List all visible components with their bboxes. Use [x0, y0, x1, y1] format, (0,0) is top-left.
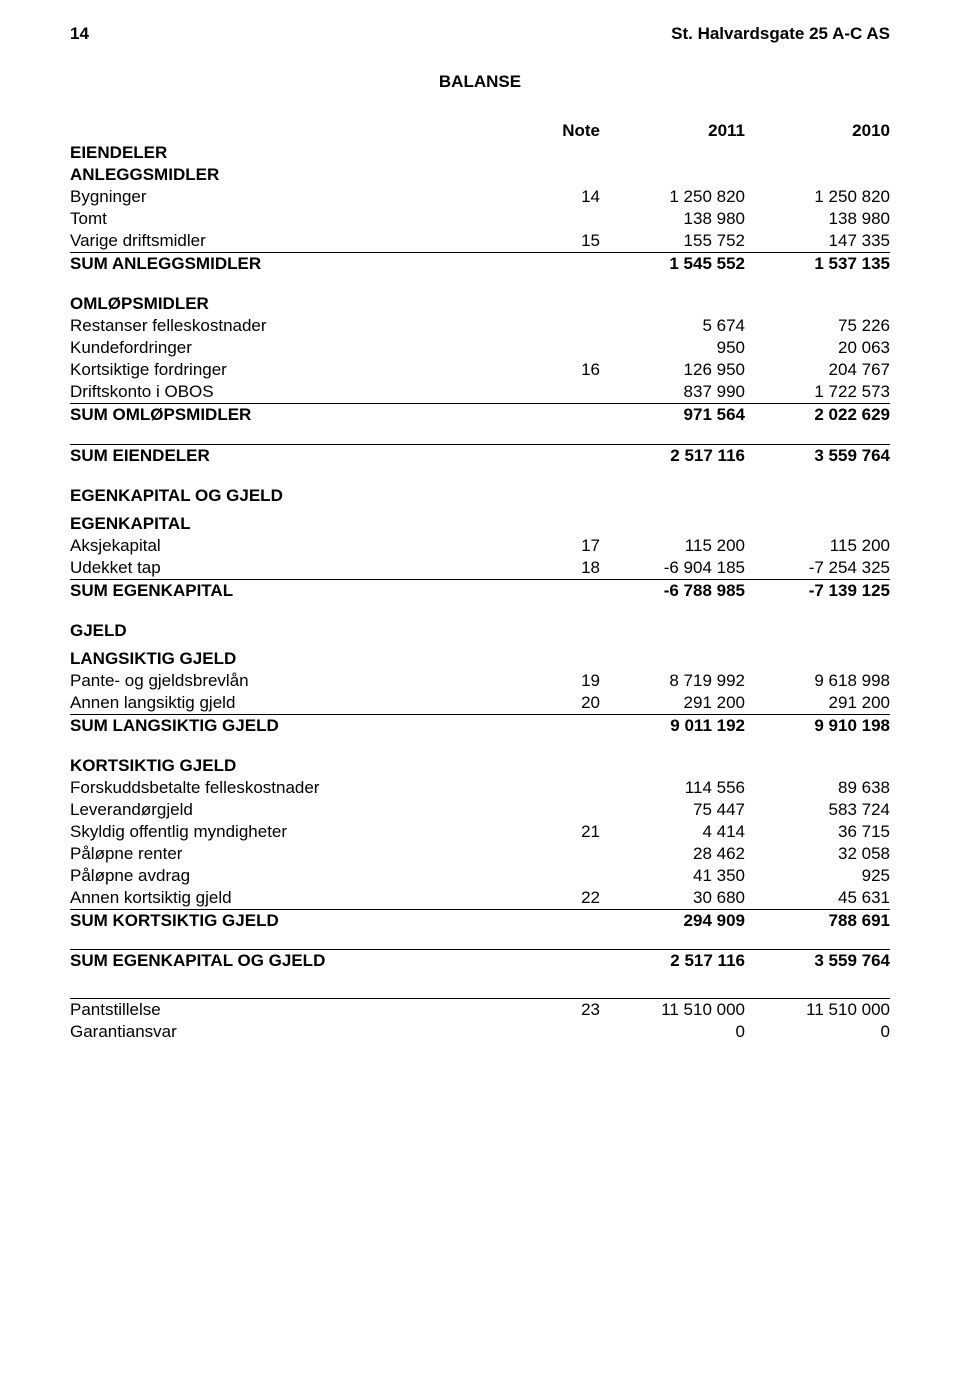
table-row: Udekket tap 18 -6 904 185 -7 254 325	[70, 557, 890, 580]
table-row: Driftskonto i OBOS 837 990 1 722 573	[70, 381, 890, 404]
table-row: Kortsiktige fordringer 16 126 950 204 76…	[70, 359, 890, 381]
section-assets: EIENDELER	[70, 142, 890, 164]
table-row: Forskuddsbetalte felleskostnader 114 556…	[70, 777, 890, 799]
balance-table: Note 2011 2010 EIENDELER ANLEGGSMIDLER B…	[70, 120, 890, 1043]
sum-current-assets: SUM OMLØPSMIDLER 971 564 2 022 629	[70, 404, 890, 427]
table-row: Pante- og gjeldsbrevlån 19 8 719 992 9 6…	[70, 670, 890, 692]
sum-long-liabilities: SUM LANGSIKTIG GJELD 9 011 192 9 910 198	[70, 714, 890, 737]
col-note: Note	[515, 120, 600, 142]
sum-assets: SUM EIENDELER 2 517 116 3 559 764	[70, 444, 890, 467]
table-row: Kundefordringer 950 20 063	[70, 337, 890, 359]
footer-pledge-row: Pantstillelse 23 11 510 000 11 510 000	[70, 998, 890, 1021]
section-liabilities: GJELD	[70, 620, 890, 642]
section-equity-liabilities: EGENKAPITAL OG GJELD	[70, 485, 890, 507]
sum-fixed-assets: SUM ANLEGGSMIDLER 1 545 552 1 537 135	[70, 253, 890, 276]
balance-sheet-page: 14 St. Halvardsgate 25 A-C AS BALANSE No…	[0, 0, 960, 1083]
section-short-liabilities: KORTSIKTIG GJELD	[70, 755, 890, 777]
table-row: Bygninger 14 1 250 820 1 250 820	[70, 186, 890, 208]
table-row: Skyldig offentlig myndigheter 21 4 414 3…	[70, 821, 890, 843]
col-2010: 2010	[745, 120, 890, 142]
report-title: BALANSE	[70, 72, 890, 92]
table-row: Leverandørgjeld 75 447 583 724	[70, 799, 890, 821]
section-equity: EGENKAPITAL	[70, 513, 890, 535]
table-row: Varige driftsmidler 15 155 752 147 335	[70, 230, 890, 253]
table-row: Annen langsiktig gjeld 20 291 200 291 20…	[70, 692, 890, 715]
footer-guarantee-row: Garantiansvar 0 0	[70, 1021, 890, 1043]
sum-equity: SUM EGENKAPITAL -6 788 985 -7 139 125	[70, 579, 890, 602]
table-row: Påløpne avdrag 41 350 925	[70, 865, 890, 887]
sum-short-liabilities: SUM KORTSIKTIG GJELD 294 909 788 691	[70, 909, 890, 932]
table-row: Aksjekapital 17 115 200 115 200	[70, 535, 890, 557]
sum-equity-liabilities: SUM EGENKAPITAL OG GJELD 2 517 116 3 559…	[70, 950, 890, 973]
col-2011: 2011	[600, 120, 745, 142]
table-row: Annen kortsiktig gjeld 22 30 680 45 631	[70, 887, 890, 910]
company-name: St. Halvardsgate 25 A-C AS	[671, 24, 890, 44]
section-fixed-assets: ANLEGGSMIDLER	[70, 164, 890, 186]
table-row: Påløpne renter 28 462 32 058	[70, 843, 890, 865]
section-long-liabilities: LANGSIKTIG GJELD	[70, 648, 890, 670]
page-number: 14	[70, 24, 89, 44]
table-row: Tomt 138 980 138 980	[70, 208, 890, 230]
section-current-assets: OMLØPSMIDLER	[70, 293, 890, 315]
table-row: Restanser felleskostnader 5 674 75 226	[70, 315, 890, 337]
column-header-row: Note 2011 2010	[70, 120, 890, 142]
page-header: 14 St. Halvardsgate 25 A-C AS	[70, 24, 890, 44]
